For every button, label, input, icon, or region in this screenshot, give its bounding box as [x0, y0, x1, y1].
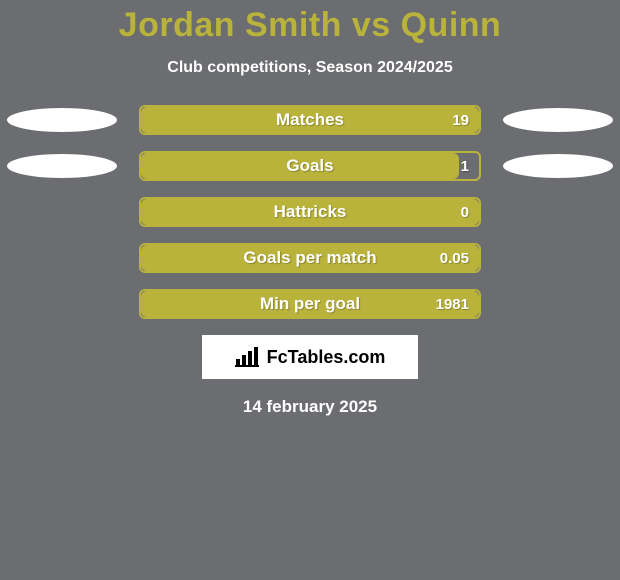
stat-row-goals-per-match: Goals per match 0.05 — [0, 243, 620, 273]
left-spacer — [7, 200, 117, 224]
right-ellipse-icon — [503, 108, 613, 132]
logo-box: FcTables.com — [202, 335, 418, 379]
right-spacer — [503, 200, 613, 224]
bar-min-per-goal: Min per goal 1981 — [139, 289, 481, 319]
bar-value: 0 — [461, 199, 469, 225]
logo-suffix: Tables.com — [288, 347, 386, 367]
left-ellipse-icon — [7, 154, 117, 178]
bar-label: Goals per match — [141, 245, 479, 271]
bar-goals-per-match: Goals per match 0.05 — [139, 243, 481, 273]
bar-value: 0.05 — [440, 245, 469, 271]
stat-row-min-per-goal: Min per goal 1981 — [0, 289, 620, 319]
bar-goals: Goals 1 — [139, 151, 481, 181]
bar-label: Hattricks — [141, 199, 479, 225]
bar-label: Min per goal — [141, 291, 479, 317]
bar-label: Goals — [141, 153, 479, 179]
stats-rows: Matches 19 Goals 1 Hattricks — [0, 105, 620, 319]
left-spacer — [7, 292, 117, 316]
logo-text: FcTables.com — [267, 347, 386, 368]
left-spacer — [7, 246, 117, 270]
bar-value: 19 — [452, 107, 469, 133]
bar-value: 1981 — [436, 291, 469, 317]
bar-chart-icon — [235, 347, 261, 367]
stat-row-goals: Goals 1 — [0, 151, 620, 181]
comparison-panel: Jordan Smith vs Quinn Club competitions,… — [0, 0, 620, 580]
right-ellipse-icon — [503, 154, 613, 178]
stat-row-hattricks: Hattricks 0 — [0, 197, 620, 227]
bar-value: 1 — [461, 153, 469, 179]
date-line: 14 february 2025 — [0, 397, 620, 417]
bar-label: Matches — [141, 107, 479, 133]
stat-row-matches: Matches 19 — [0, 105, 620, 135]
right-spacer — [503, 246, 613, 270]
bar-hattricks: Hattricks 0 — [139, 197, 481, 227]
bar-matches: Matches 19 — [139, 105, 481, 135]
subtitle: Club competitions, Season 2024/2025 — [0, 59, 620, 77]
page-title: Jordan Smith vs Quinn — [0, 6, 620, 45]
logo-prefix: Fc — [267, 347, 288, 367]
right-spacer — [503, 292, 613, 316]
left-ellipse-icon — [7, 108, 117, 132]
